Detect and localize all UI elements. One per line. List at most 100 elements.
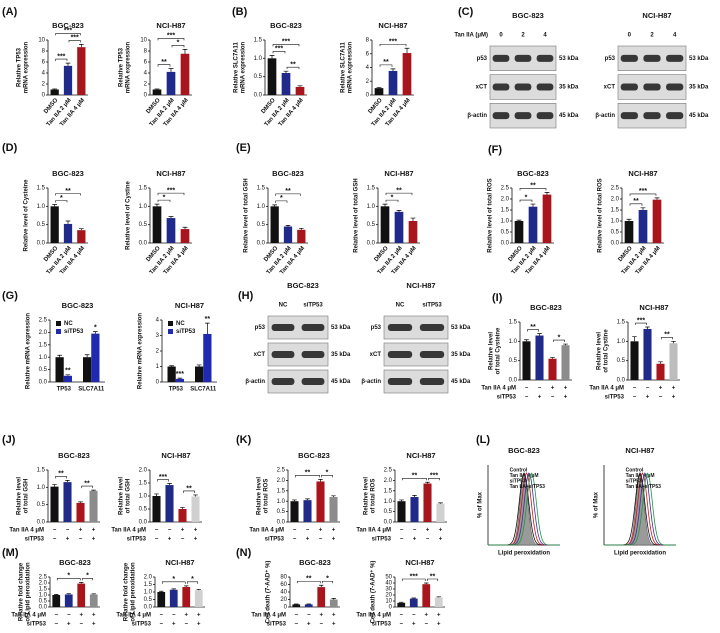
condition-mark: + (564, 386, 568, 392)
condition-mark: + (412, 622, 416, 628)
significance-bracket (527, 329, 539, 332)
chart-title: BGC-823 (52, 21, 84, 30)
error-bar (331, 495, 336, 498)
significance-bracket (171, 45, 185, 48)
bar (380, 206, 390, 243)
bar (669, 343, 678, 380)
blot-band (387, 378, 413, 385)
y-tick-label: 0.0 (139, 241, 148, 247)
significance-bracket (68, 40, 81, 43)
bar (542, 194, 552, 243)
y-axis-label: Relative fold change (124, 562, 130, 621)
panel-label: (F) (488, 144, 502, 156)
y-tick-label: 0 (366, 93, 370, 99)
significance-bracket (81, 485, 93, 489)
y-tick-label: 4 (156, 318, 160, 324)
chart-title: BGC-823 (530, 303, 562, 312)
legend-swatch (56, 329, 61, 334)
error-bar (412, 495, 417, 498)
condition-mark: − (307, 613, 311, 619)
y-tick-label: 1.0 (139, 204, 148, 210)
blot-strip (383, 315, 449, 340)
error-bar (196, 364, 202, 367)
y-tick-label: 10 (385, 599, 392, 605)
bar (292, 604, 301, 607)
condition-mark: − (184, 622, 188, 628)
condition-mark: − (67, 613, 71, 619)
error-bar (632, 336, 637, 342)
condition-name: siTP53 (127, 537, 147, 543)
error-bar (52, 204, 57, 207)
error-bar (168, 216, 174, 219)
bar (290, 501, 299, 522)
y-tick-label: 1.5 (37, 468, 46, 474)
significance-bracket (296, 580, 321, 584)
condition-mark: − (399, 613, 403, 619)
condition-mark: + (424, 613, 428, 619)
size-label: 35 kDa (559, 85, 579, 91)
row-label: p53 (255, 325, 266, 331)
error-bar (438, 502, 443, 504)
y-tick-label: 1.5 (501, 208, 510, 214)
significance-label: *** (637, 317, 645, 324)
bar (408, 221, 418, 243)
chart-title: NCI-H87 (156, 169, 185, 178)
error-bar (318, 479, 323, 482)
significance-bracket (519, 199, 533, 203)
significance-bracket (157, 38, 185, 41)
x-tick-label: SLC7A11 (78, 387, 105, 393)
condition-mark: + (564, 395, 568, 401)
y-tick-label: 2.0 (501, 197, 510, 203)
bar (329, 497, 338, 522)
bar (77, 230, 86, 243)
error-bar (272, 204, 277, 207)
y-tick-label: 0.0 (254, 93, 263, 99)
bar (89, 594, 98, 607)
y-axis-label: Relative SLC7A11 (341, 41, 347, 92)
panel-label: (E) (236, 142, 251, 154)
y-tick-label: 8 (144, 49, 148, 55)
bar (374, 88, 384, 95)
y-axis-label: of Lipid peroxidation (131, 562, 137, 622)
y-tick-label: 0.5 (277, 509, 286, 515)
chart-title: NCI-H87 (639, 303, 668, 312)
significance-label: ** (65, 368, 71, 375)
significance-label: *** (167, 33, 175, 40)
y-tick-label: 1.0 (39, 593, 48, 599)
y-axis-label: Relative mRNA expression (138, 313, 144, 389)
error-bar (65, 374, 71, 376)
y-tick-label: 1.5 (139, 186, 148, 192)
significance-bracket (186, 581, 199, 584)
y-axis-label: Relative level (257, 477, 263, 515)
condition-mark: − (400, 528, 404, 534)
size-label: 53 kDa (559, 56, 579, 62)
error-bar (159, 590, 164, 592)
significance-bracket (55, 476, 67, 479)
blot-band (666, 112, 684, 120)
y-tick-label: 0 (284, 605, 288, 611)
significance-bracket (55, 58, 68, 62)
condition-mark: + (672, 395, 676, 401)
y-tick-label: 2.0 (139, 468, 148, 474)
condition-mark: − (294, 613, 298, 619)
condition-mark: − (155, 528, 159, 534)
lane-label: 4 (543, 33, 547, 39)
y-tick-label: 1.5 (509, 320, 518, 326)
chart-title: BGC-823 (270, 21, 302, 30)
y-tick-label: 1.0 (501, 219, 510, 225)
y-tick-label: 1.5 (384, 488, 393, 494)
condition-mark: + (439, 537, 443, 543)
condition-mark: + (92, 622, 96, 628)
condition-mark: − (306, 528, 310, 534)
bar (152, 496, 161, 522)
y-tick-label: 2 (366, 79, 370, 85)
y-axis-label: Cell death (7-AAD⁺ %) (265, 561, 272, 624)
condition-mark: + (332, 613, 336, 619)
size-label: 35 kDa (331, 352, 351, 358)
y-tick-label: 1.0 (37, 204, 46, 210)
bar (52, 595, 61, 607)
y-axis-label: Relative level (17, 477, 23, 515)
blot-band (536, 83, 554, 91)
blot-band (514, 112, 532, 120)
condition-name: Tan IIA 4 μM (249, 528, 284, 534)
